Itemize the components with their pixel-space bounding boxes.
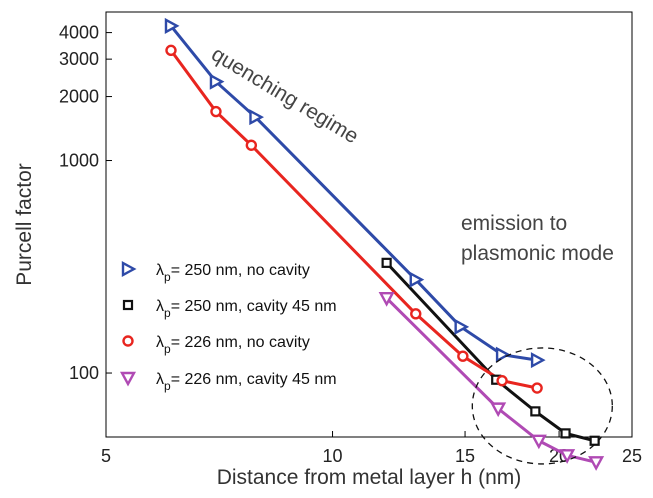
plot-frame — [105, 11, 633, 438]
data-point-series-4 — [588, 456, 605, 471]
y-tick-label: 2000 — [59, 87, 99, 107]
data-point-series-4 — [530, 434, 547, 450]
legend-label-3: λp= 226 nm, no cavity — [156, 334, 310, 356]
x-tick-label: 15 — [455, 446, 475, 466]
highlight-ellipse-layer — [471, 347, 613, 465]
data-point-series-1 — [495, 346, 511, 363]
data-point-series-1 — [164, 17, 180, 34]
data-point-series-3 — [410, 308, 422, 320]
data-point-series-1 — [409, 271, 425, 288]
data-point-series-2 — [381, 257, 392, 268]
highlight-ellipse — [471, 347, 613, 465]
data-point-series-3 — [496, 375, 508, 387]
emission-annotation-line1: emission to — [461, 212, 567, 235]
y-tick-label: 1000 — [59, 151, 99, 171]
data-point-series-2 — [530, 406, 541, 417]
legend-marker-4 — [119, 371, 137, 387]
data-point-series-4 — [378, 291, 395, 307]
legend-label-1: λp= 250 nm, no cavity — [156, 262, 310, 284]
legend: λp= 250 nm, no cavity λp= 250 nm, cavity … — [119, 260, 337, 393]
data-point-series-3 — [165, 44, 177, 57]
series-markers — [164, 17, 605, 471]
y-tick-label: 3000 — [59, 49, 99, 69]
x-tick-label: 10 — [323, 446, 343, 466]
y-tick-label: 4000 — [59, 23, 99, 43]
x-tick-label: 5 — [101, 446, 111, 466]
data-point-series-3 — [245, 139, 258, 151]
data-point-series-1 — [249, 109, 265, 126]
emission-annotation-line2: plasmonic mode — [461, 242, 614, 265]
data-point-series-3 — [457, 350, 469, 362]
data-point-series-4 — [559, 449, 576, 464]
data-point-series-1 — [209, 73, 225, 90]
legend-marker-2 — [122, 299, 134, 311]
legend-label-2: λp= 250 nm, cavity 45 nm — [156, 298, 337, 320]
y-tick-label: 100 — [69, 363, 99, 383]
x-tick-label: 25 — [622, 446, 642, 466]
data-point-series-4 — [490, 402, 507, 418]
data-point-series-1 — [530, 352, 546, 369]
y-axis-ticks: 100 1000 2000 3000 4000 — [59, 23, 112, 383]
y-axis-label: Purcell factor — [13, 163, 36, 286]
legend-label-4: λp= 226 nm, cavity 45 nm — [156, 371, 337, 393]
data-point-series-3 — [531, 382, 543, 394]
x-axis-label: Distance from metal layer h (nm) — [217, 466, 522, 489]
data-point-series-1 — [454, 318, 470, 335]
data-point-series-2 — [560, 428, 571, 439]
series-line-2 — [385, 261, 596, 443]
legend-marker-1 — [121, 260, 137, 278]
legend-marker-3 — [122, 335, 134, 347]
data-point-series-3 — [210, 105, 222, 118]
